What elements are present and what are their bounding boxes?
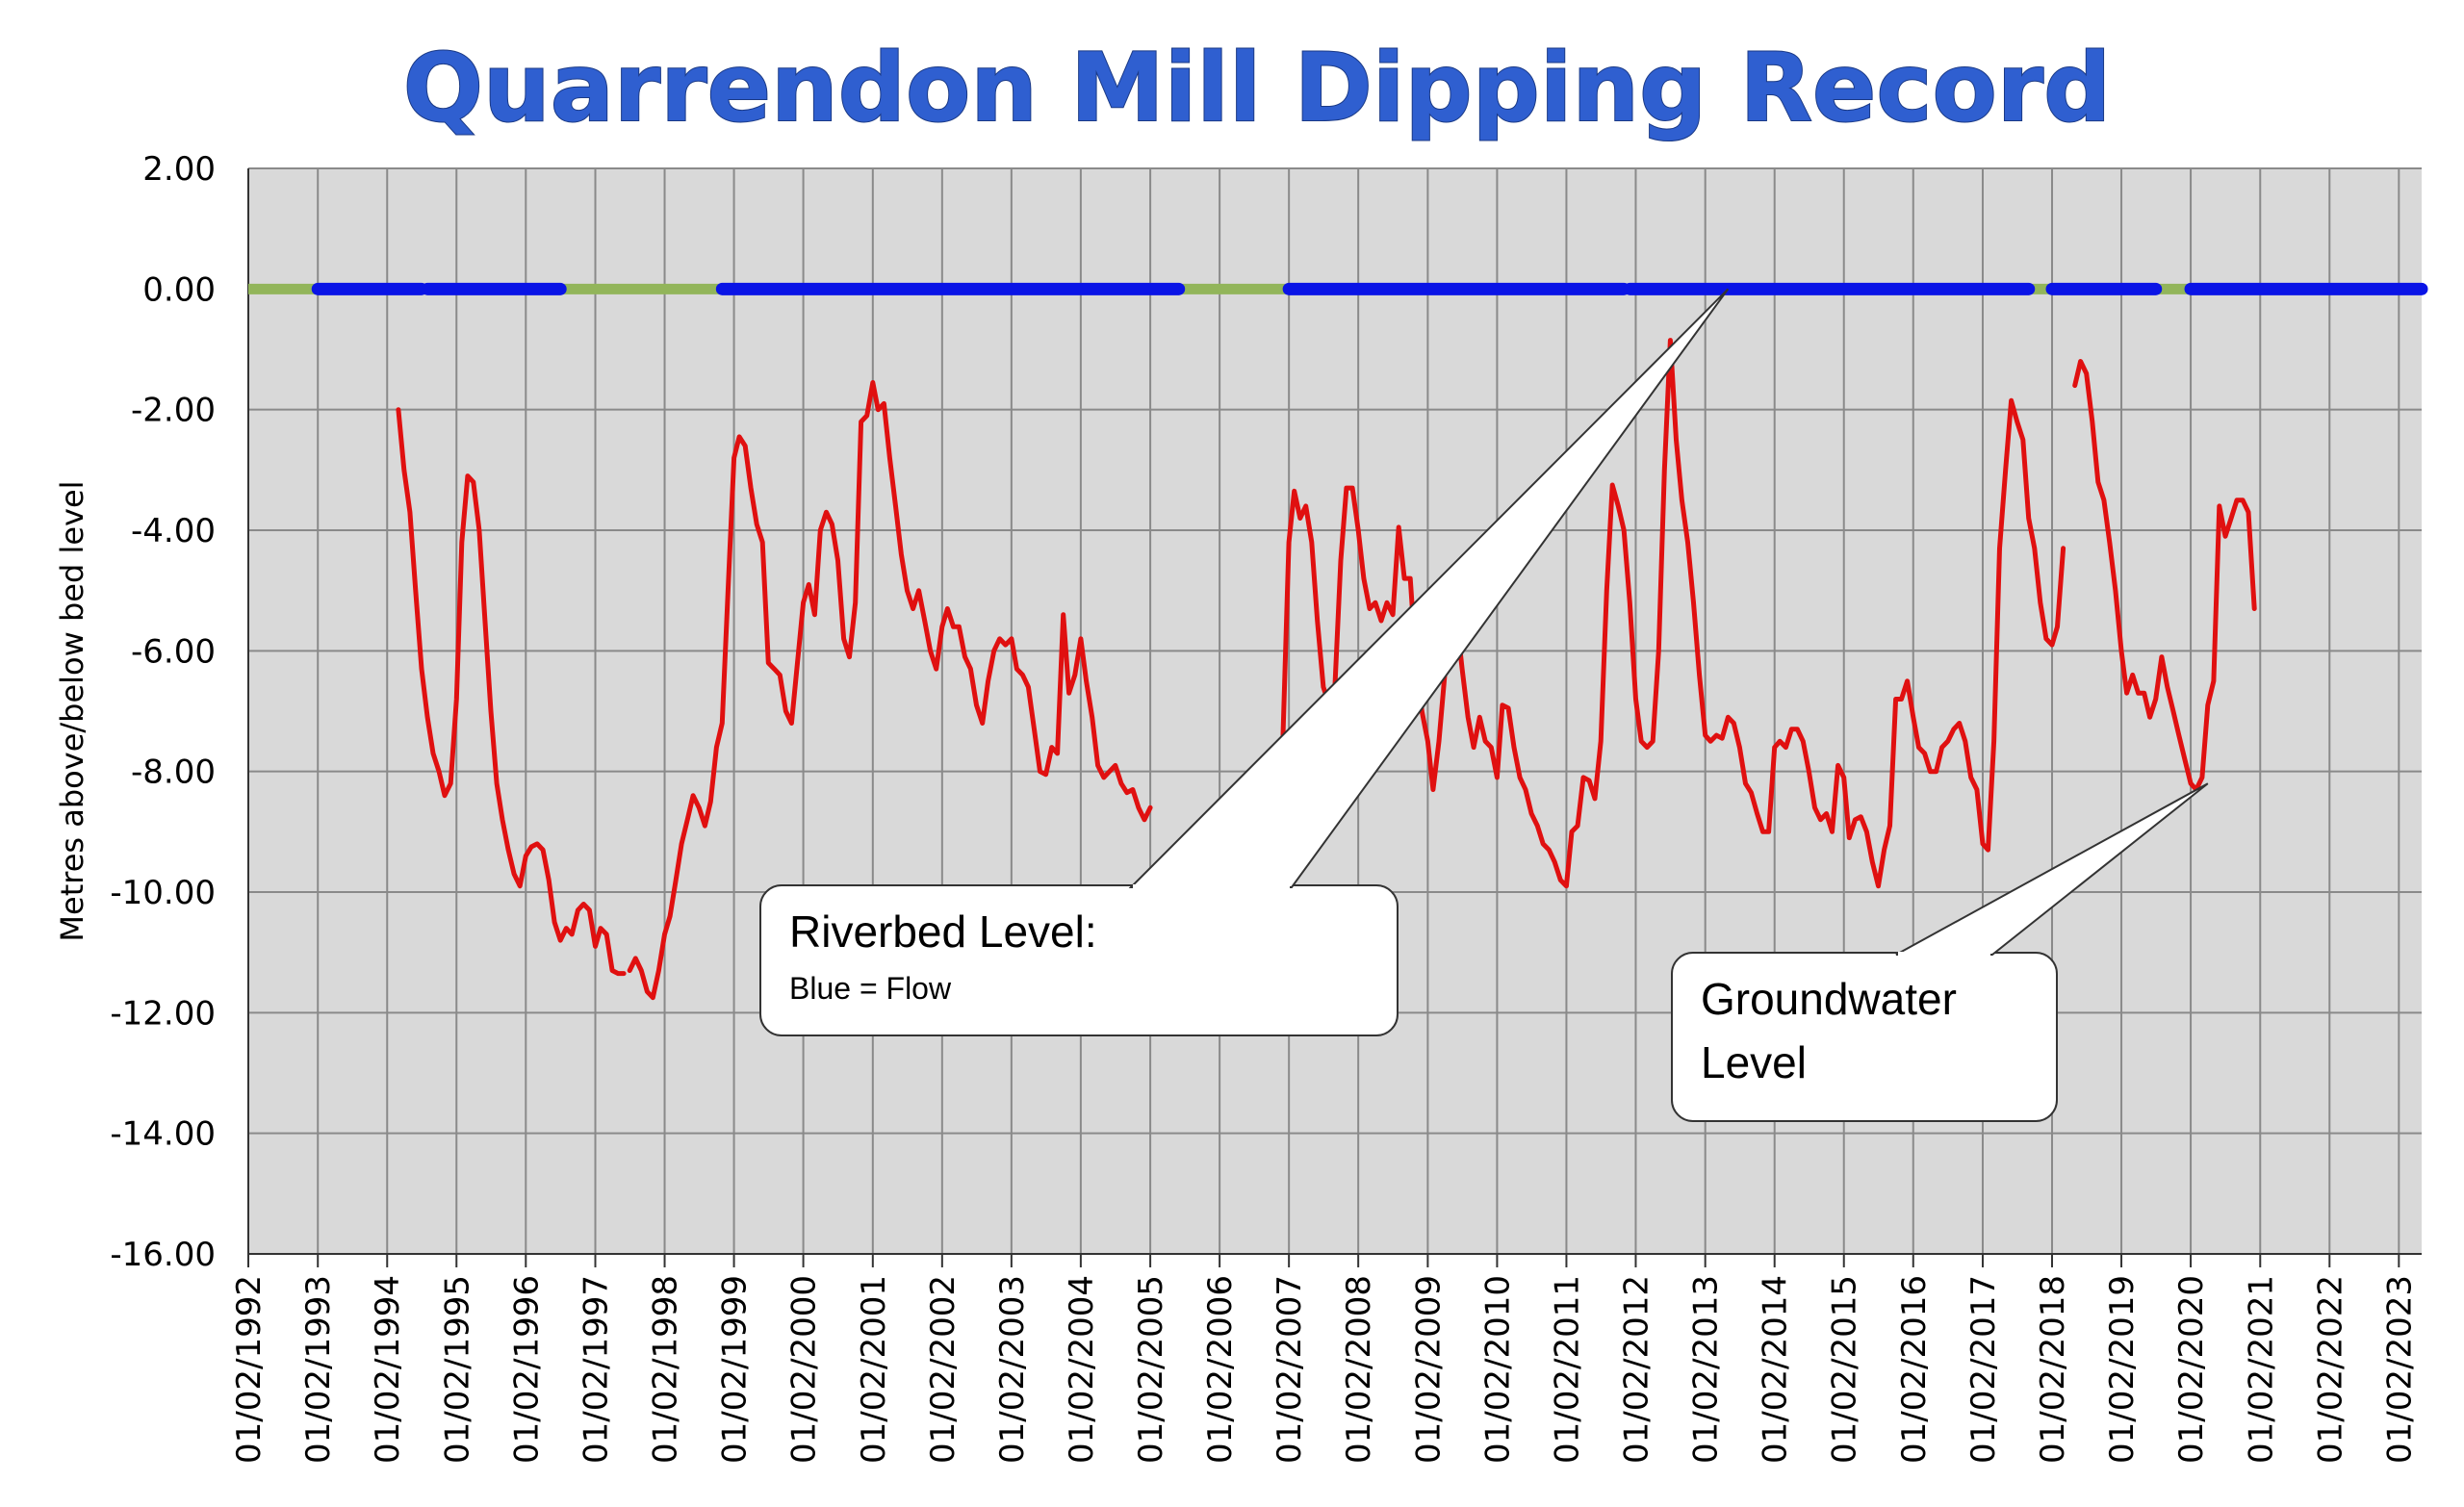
y-axis-label: Metres above/below bed level xyxy=(54,480,90,941)
callout-subtitle: Blue = Flow xyxy=(789,971,952,1006)
y-tick-label: 0.00 xyxy=(142,270,216,309)
x-tick-label: 01/02/1997 xyxy=(578,1275,616,1464)
x-tick-label: 01/02/2009 xyxy=(1409,1275,1448,1464)
x-tick-label: 01/02/2013 xyxy=(1687,1275,1726,1464)
x-tick-label: 01/02/2023 xyxy=(2380,1275,2419,1464)
y-tick-label: -12.00 xyxy=(110,994,216,1033)
groundwater-line xyxy=(2072,359,2257,792)
x-tick-label: 01/02/2002 xyxy=(924,1275,962,1464)
x-tick-label: 01/02/2014 xyxy=(1757,1275,1795,1464)
x-tick-label: 01/02/1996 xyxy=(507,1275,546,1464)
annotations: Riverbed Level: Blue = Flow Groundwater Lev… xyxy=(759,288,2209,1122)
x-tick-label: 01/02/2021 xyxy=(2242,1275,2280,1464)
x-tick-label: 01/02/2017 xyxy=(1964,1275,2003,1464)
callout-title: Level xyxy=(1701,1037,1807,1087)
y-tick-label: 2.00 xyxy=(142,150,216,189)
y-tick-label: -8.00 xyxy=(131,754,216,792)
y-tick-label: -14.00 xyxy=(110,1115,216,1154)
x-tick-label: 01/02/2011 xyxy=(1548,1275,1586,1464)
groundwater-line xyxy=(627,380,1153,1001)
callout-box xyxy=(759,884,1399,1036)
x-tick-label: 01/02/2010 xyxy=(1478,1275,1517,1464)
callout: Riverbed Level: Blue = Flow xyxy=(759,288,1730,1036)
y-tick-label: -6.00 xyxy=(131,632,216,671)
x-tick-label: 01/02/2003 xyxy=(993,1275,1032,1464)
y-tick-label: -16.00 xyxy=(110,1236,216,1274)
x-tick-label: 01/02/2007 xyxy=(1270,1275,1309,1464)
callout-title: Riverbed Level: xyxy=(789,907,1097,957)
x-tick-label: 01/02/1993 xyxy=(299,1275,338,1464)
groundwater-line xyxy=(396,407,627,977)
axes: 2.00 0.00 -2.00 -4.00 -6.00 -8.00 -10.00 -12.00… xyxy=(110,150,2422,1464)
x-tick-label: 01/02/2001 xyxy=(855,1275,893,1464)
x-tick-label: 01/02/2006 xyxy=(1201,1275,1240,1464)
y-tick-label: -2.00 xyxy=(131,392,216,430)
x-tick-label: 01/02/1994 xyxy=(369,1275,407,1464)
x-tick-label: 01/02/2020 xyxy=(2172,1275,2211,1464)
x-tick-label: 01/02/2015 xyxy=(1826,1275,1864,1464)
x-tick-label: 01/02/2004 xyxy=(1063,1275,1101,1464)
chart-title: Quarrendon Mill Dipping Record xyxy=(403,34,2112,143)
y-tick-label: -10.00 xyxy=(110,874,216,912)
x-tick-label: 01/02/2022 xyxy=(2311,1275,2349,1464)
callout-box xyxy=(1671,952,2058,1122)
x-tick-label: 01/02/2012 xyxy=(1617,1275,1656,1464)
y-tick-label: -4.00 xyxy=(131,512,216,550)
x-tick-label: 01/02/2019 xyxy=(2103,1275,2142,1464)
x-tick-label: 01/02/2018 xyxy=(2034,1275,2072,1464)
callout: Groundwater Level xyxy=(1671,782,2209,1122)
x-tick-label: 01/02/1992 xyxy=(230,1275,269,1464)
callout-title: Groundwater xyxy=(1701,974,1957,1024)
x-tick-label: 01/02/1999 xyxy=(716,1275,755,1464)
x-tick-label: 01/02/1995 xyxy=(438,1275,476,1464)
x-tick-label: 01/02/2016 xyxy=(1895,1275,1934,1464)
x-tick-label: 01/02/2000 xyxy=(785,1275,824,1464)
x-tick-label: 01/02/2005 xyxy=(1132,1275,1170,1464)
x-tick-label: 01/02/2008 xyxy=(1340,1275,1378,1464)
x-tick-label: 01/02/1998 xyxy=(647,1275,685,1464)
